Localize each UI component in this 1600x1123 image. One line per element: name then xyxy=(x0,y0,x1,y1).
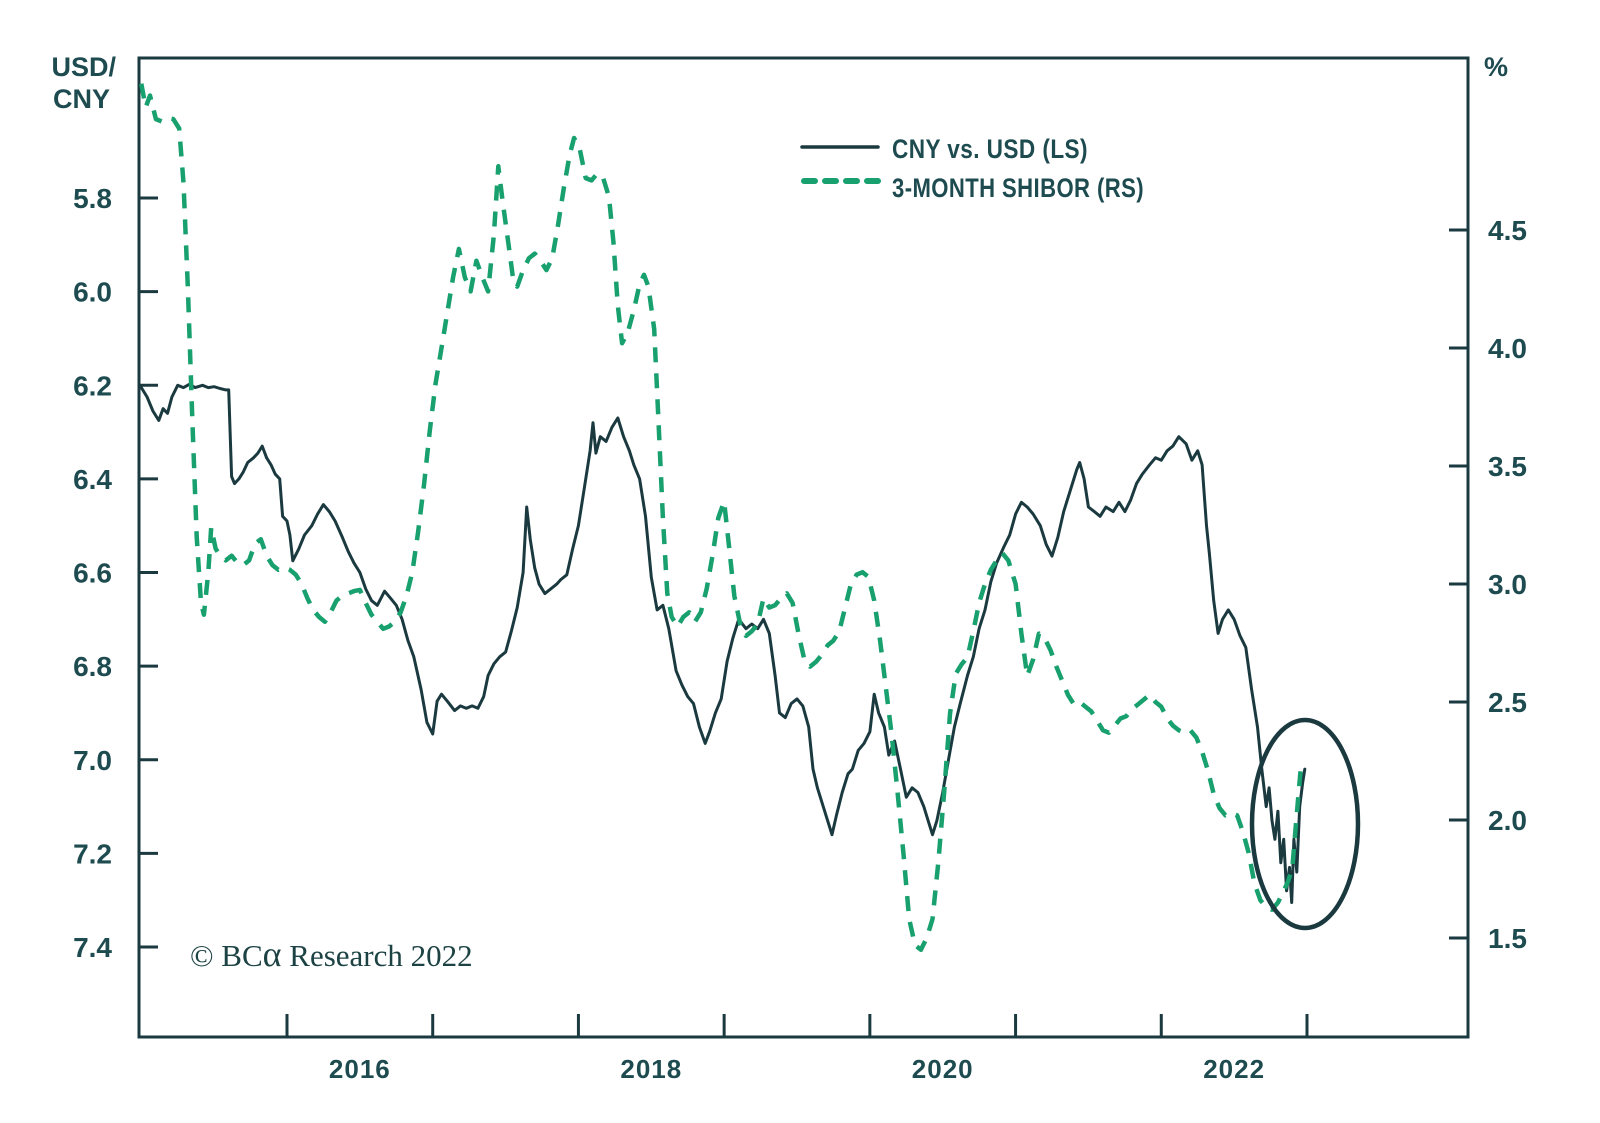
right-axis-tick-label: 3.5 xyxy=(1488,451,1527,482)
series-line-shibor xyxy=(139,83,1304,953)
copyright-suffix: Research 2022 xyxy=(282,938,473,973)
series-group xyxy=(139,83,1307,953)
left-axis-tick-label: 6.2 xyxy=(73,370,112,401)
right-axis: 4.5 4.0 3.5 3.0 2.5 2.0 1.5 xyxy=(1449,215,1527,954)
plot-border xyxy=(137,56,1470,1039)
copyright-text: © BCα Research 2022 xyxy=(190,934,473,974)
right-axis-tick-label: 2.0 xyxy=(1488,805,1527,836)
legend-label-cny-usd: CNY vs. USD (LS) xyxy=(892,134,1088,164)
legend-label-shibor: 3-MONTH SHIBOR (RS) xyxy=(892,173,1144,203)
x-axis-year-label: 2020 xyxy=(912,1054,974,1084)
right-axis-tick-label: 4.5 xyxy=(1488,215,1527,246)
left-axis-tick-label: 7.2 xyxy=(73,838,112,869)
right-axis-unit: % xyxy=(1484,52,1508,82)
x-axis-year-label: 2022 xyxy=(1203,1054,1265,1084)
left-axis-tick-label: 7.0 xyxy=(73,745,112,776)
left-axis-tick-label: 7.4 xyxy=(73,932,112,963)
right-axis-tick-label: 1.5 xyxy=(1488,923,1527,954)
left-axis: 5.8 6.0 6.2 6.4 6.6 6.8 7.0 7.2 7.4 xyxy=(73,183,158,963)
highlight-ellipse-annotation xyxy=(1249,717,1361,931)
left-axis-tick-label: 6.8 xyxy=(73,651,112,682)
series-line-cny-usd xyxy=(139,382,1307,904)
copyright-alpha-glyph: α xyxy=(263,934,282,974)
right-axis-tick-label: 2.5 xyxy=(1488,687,1527,718)
x-axis-year-label: 2016 xyxy=(329,1054,391,1084)
x-axis: 2016 2018 2020 2022 xyxy=(285,1014,1309,1084)
x-axis-year-label: 2018 xyxy=(620,1054,682,1084)
left-axis-tick-label: 6.4 xyxy=(73,464,112,495)
left-axis-unit-line1: USD/ xyxy=(51,52,116,82)
right-axis-tick-label: 3.0 xyxy=(1488,569,1527,600)
left-axis-tick-label: 6.6 xyxy=(73,558,112,589)
left-axis-tick-label: 5.8 xyxy=(73,183,112,214)
left-axis-tick-label: 6.0 xyxy=(73,277,112,308)
copyright-prefix: © BC xyxy=(190,938,263,973)
left-axis-unit-line2: CNY xyxy=(53,84,110,114)
legend: CNY vs. USD (LS) 3-MONTH SHIBOR (RS) xyxy=(800,134,1144,203)
right-axis-tick-label: 4.0 xyxy=(1488,333,1527,364)
